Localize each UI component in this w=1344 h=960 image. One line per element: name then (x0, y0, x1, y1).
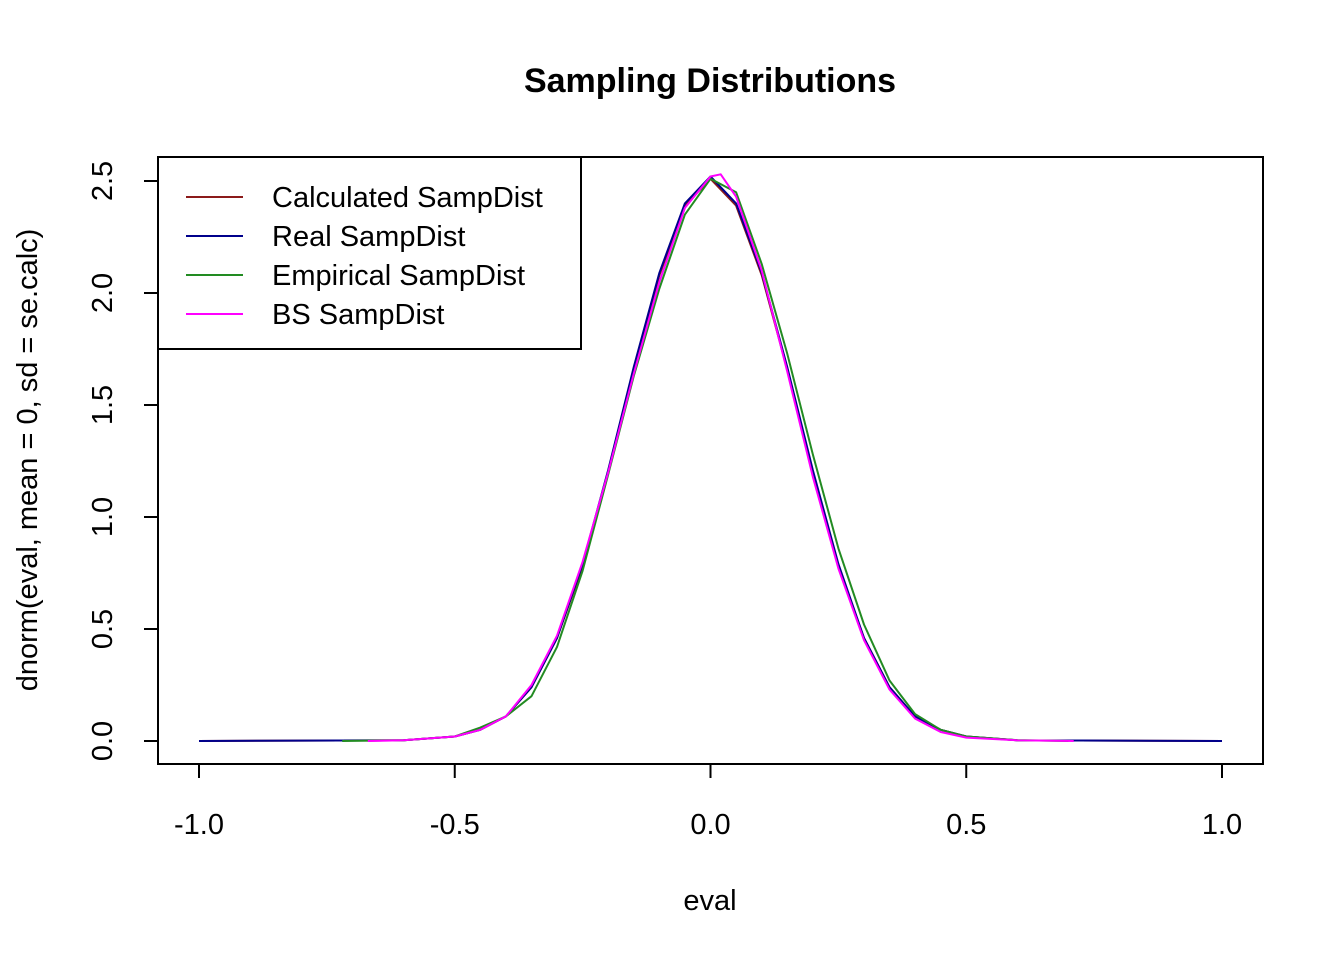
y-tick-label: 2.5 (87, 161, 119, 201)
legend-label: BS SampDist (272, 299, 444, 331)
x-tick-label: -1.0 (174, 809, 224, 841)
legend-box (157, 156, 582, 350)
y-tick-label: 0.0 (87, 721, 119, 761)
chart-title: Sampling Distributions (524, 62, 896, 100)
x-tick-label: 0.0 (690, 809, 730, 841)
x-tick-label: 0.5 (946, 809, 986, 841)
x-axis-label: eval (683, 885, 736, 917)
x-axis: -1.0 -0.5 0.0 0.5 1.0 (174, 763, 1242, 841)
y-axis-label: dnorm(eval, mean = 0, sd = se.calc) (12, 229, 44, 692)
y-tick-label: 0.5 (87, 609, 119, 649)
y-axis: 0.0 0.5 1.0 1.5 2.0 2.5 (87, 161, 159, 761)
x-tick-label: -0.5 (430, 809, 480, 841)
series-line-4 (367, 173, 1074, 742)
legend: Calculated SampDist Real SampDist Empirica… (157, 156, 582, 350)
legend-label: Empirical SampDist (272, 260, 525, 292)
y-tick-label: 1.5 (87, 385, 119, 425)
legend-label: Calculated SampDist (272, 182, 543, 214)
series-layer (198, 173, 1223, 742)
x-tick-label: 1.0 (1202, 809, 1242, 841)
legend-label: Real SampDist (272, 221, 465, 253)
y-tick-label: 1.0 (87, 497, 119, 537)
y-tick-label: 2.0 (87, 273, 119, 313)
